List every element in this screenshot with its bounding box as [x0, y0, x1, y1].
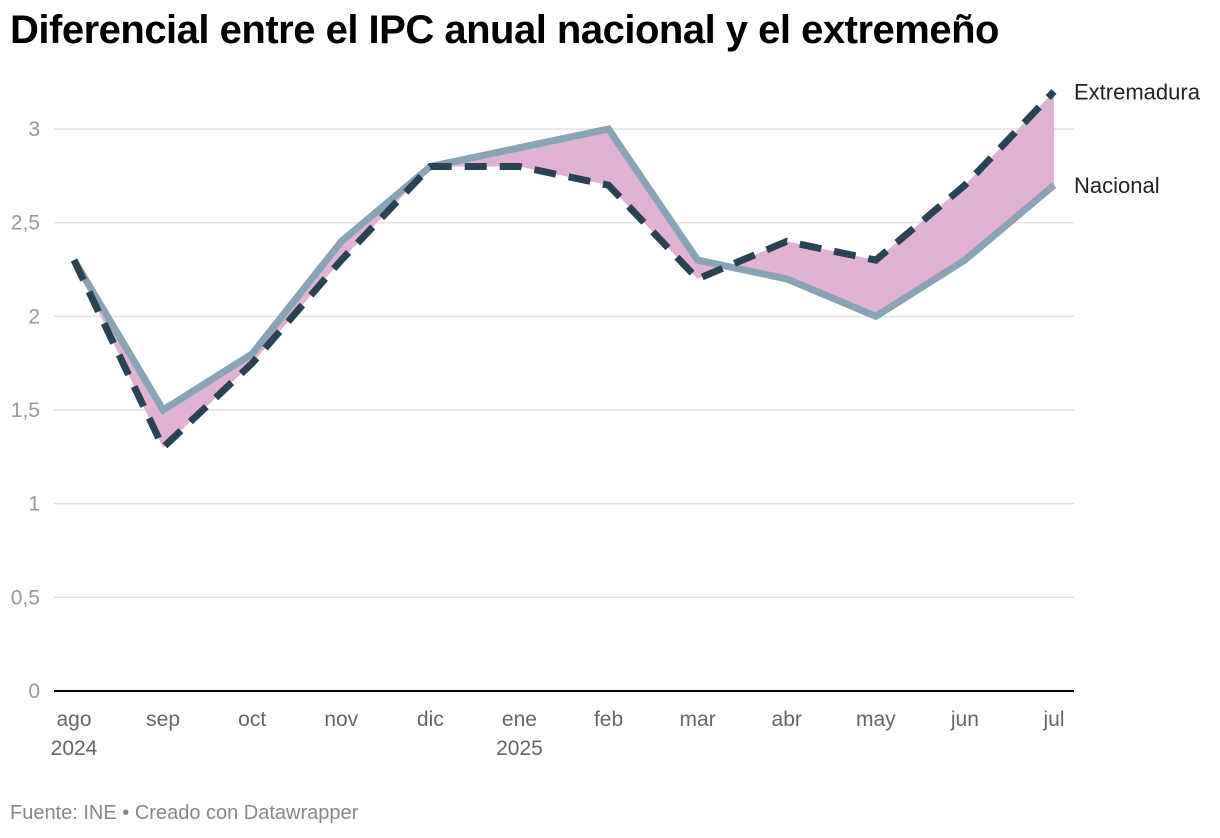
chart-footer: Fuente: INE • Creado con Datawrapper — [10, 802, 358, 825]
difference-fill — [74, 91, 1054, 448]
x-year-label: 2024 — [51, 737, 98, 760]
chart-title: Diferencial entre el IPC anual nacional … — [10, 8, 999, 52]
x-year-label: 2025 — [496, 737, 543, 760]
y-tick-label: 0,5 — [11, 586, 40, 609]
source-text: Fuente: INE — [10, 802, 117, 824]
series-lines — [70, 89, 1057, 454]
series-line-nacional — [70, 125, 1057, 415]
x-tick-label: abr — [772, 708, 802, 731]
y-tick-label: 0 — [28, 680, 40, 703]
x-tick-label: ago — [56, 708, 91, 731]
x-tick-label: nov — [324, 708, 358, 731]
y-tick-label: 1,5 — [11, 399, 40, 422]
series-labels: Extremadura Nacional — [1074, 80, 1201, 199]
x-tick-label: mar — [680, 708, 716, 731]
x-tick-label: ene — [502, 708, 537, 731]
x-tick-label: oct — [238, 708, 266, 731]
x-tick-label: may — [856, 708, 896, 731]
series-label-nacional: Nacional — [1074, 173, 1160, 198]
x-tick-label: sep — [146, 708, 180, 731]
y-tick-label: 1 — [28, 493, 40, 516]
credit-link[interactable]: Creado con Datawrapper — [134, 802, 359, 824]
footer-separator: • — [116, 802, 135, 824]
y-tick-label: 3 — [28, 118, 40, 141]
axes: 0 0,5 1 1,5 2 2,5 3 ago 2024 sep oct nov dic ene 2025 f… — [11, 118, 1074, 760]
x-tick-label: jul — [1042, 708, 1064, 731]
line-chart: 0 0,5 1 1,5 2 2,5 3 ago 2024 sep oct nov dic ene 2025 f… — [11, 80, 1201, 760]
x-tick-label: jun — [950, 708, 979, 731]
y-tick-label: 2,5 — [11, 212, 40, 235]
x-tick-label: feb — [594, 708, 623, 731]
difference-area — [74, 91, 1054, 448]
y-tick-label: 2 — [28, 305, 40, 328]
series-label-extremadura: Extremadura — [1074, 80, 1201, 105]
gridlines — [54, 128, 1074, 599]
x-tick-label: dic — [417, 708, 444, 731]
